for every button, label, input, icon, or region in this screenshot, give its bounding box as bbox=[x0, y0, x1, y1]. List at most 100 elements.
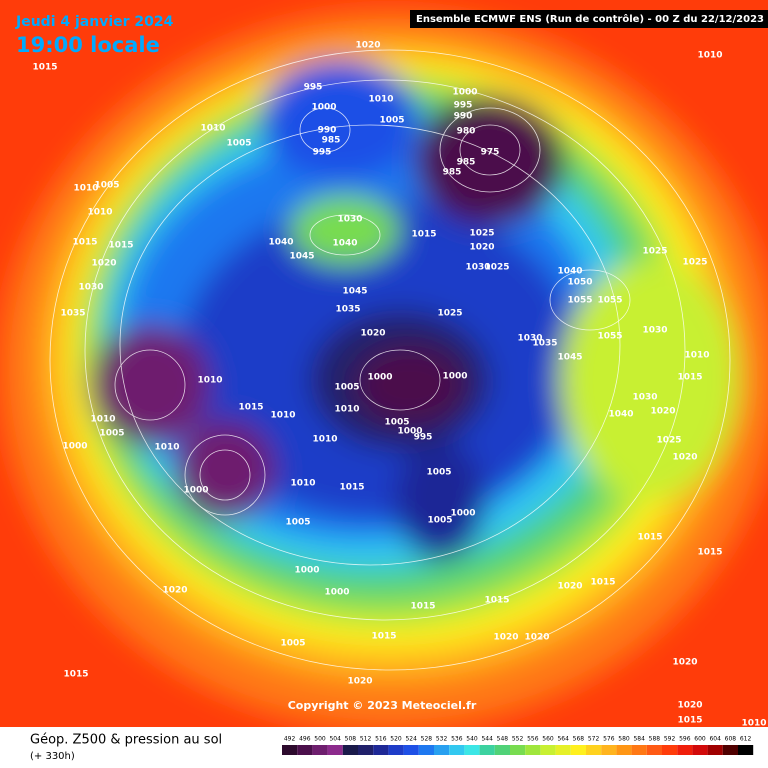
isobar-label: 1000 bbox=[311, 103, 336, 113]
isobar-label: 1000 bbox=[324, 588, 349, 598]
legend-label: 568 bbox=[573, 736, 585, 743]
isobar-label: 985 bbox=[322, 136, 341, 146]
legend-swatch bbox=[479, 745, 495, 755]
legend-label: 612 bbox=[740, 736, 752, 743]
isobar-label: 1020 bbox=[557, 582, 582, 592]
isobar-label: 1000 bbox=[183, 486, 208, 496]
legend-swatch bbox=[494, 745, 510, 755]
isobar-label: 1025 bbox=[642, 247, 667, 257]
isobar-label: 1025 bbox=[682, 258, 707, 268]
isobar-label: 1005 bbox=[427, 516, 452, 526]
legend-label: 596 bbox=[679, 736, 691, 743]
legend-swatch bbox=[646, 745, 662, 755]
isobar-label: 1010 bbox=[270, 411, 295, 421]
isobar-label: 1015 bbox=[697, 548, 722, 558]
legend-label: 560 bbox=[542, 736, 554, 743]
legend-label: 592 bbox=[664, 736, 676, 743]
isobar-label: 1055 bbox=[597, 296, 622, 306]
legend-swatch bbox=[327, 745, 343, 755]
isobar-label: 1030 bbox=[642, 326, 667, 336]
legend-label: 552 bbox=[512, 736, 524, 743]
legend-label: 584 bbox=[633, 736, 645, 743]
isobar-label: 975 bbox=[481, 148, 500, 158]
footer-lead: (+ 330h) bbox=[30, 751, 75, 762]
isobar-label: 1020 bbox=[672, 658, 697, 668]
isobar-label: 1010 bbox=[684, 351, 709, 361]
isobar-label: 1025 bbox=[469, 229, 494, 239]
isobar-label: 1005 bbox=[334, 383, 359, 393]
legend-label: 540 bbox=[466, 736, 478, 743]
legend-swatch bbox=[434, 745, 450, 755]
isobar-label: 1020 bbox=[469, 243, 494, 253]
legend-label: 508 bbox=[345, 736, 357, 743]
isobar-label: 1020 bbox=[360, 329, 385, 339]
legend-swatch bbox=[677, 745, 693, 755]
isobar-label: 1025 bbox=[656, 436, 681, 446]
isobar-label: 1055 bbox=[597, 332, 622, 342]
isobar-label: 1005 bbox=[280, 639, 305, 649]
legend-swatch bbox=[738, 745, 754, 755]
legend-swatch bbox=[342, 745, 358, 755]
isobar-label: 1015 bbox=[63, 670, 88, 680]
isobar-label: 1030 bbox=[517, 334, 542, 344]
legend-swatch bbox=[570, 745, 586, 755]
legend-label: 556 bbox=[527, 736, 539, 743]
isobar-label: 1005 bbox=[285, 518, 310, 528]
isobar-label: 1030 bbox=[337, 215, 362, 225]
legend-swatch bbox=[692, 745, 708, 755]
isobar-label: 1005 bbox=[379, 116, 404, 126]
legend-label: 512 bbox=[360, 736, 372, 743]
time: 19:00 locale bbox=[16, 33, 160, 57]
isobar-label: 1010 bbox=[90, 415, 115, 425]
legend-label: 496 bbox=[299, 736, 311, 743]
isobar-label: 1055 bbox=[567, 296, 592, 306]
legend-swatch bbox=[449, 745, 465, 755]
legend-swatch bbox=[418, 745, 434, 755]
legend-label: 492 bbox=[284, 736, 296, 743]
isobar-label: 1015 bbox=[484, 596, 509, 606]
isobar-label: 1005 bbox=[384, 418, 409, 428]
isobar-label: 1010 bbox=[312, 435, 337, 445]
isobar-label: 1030 bbox=[632, 393, 657, 403]
legend-swatch bbox=[464, 745, 480, 755]
isobar-label: 1020 bbox=[347, 677, 372, 687]
isobar-label: 995 bbox=[454, 101, 473, 111]
legend-label: 532 bbox=[436, 736, 448, 743]
isobar-label: 1020 bbox=[493, 633, 518, 643]
isobar-label: 1010 bbox=[290, 479, 315, 489]
isobar-label: 1000 bbox=[62, 442, 87, 452]
isobar-label: 1020 bbox=[672, 453, 697, 463]
isobar-label: 1005 bbox=[226, 139, 251, 149]
isobar-label: 1020 bbox=[677, 701, 702, 711]
legend-swatch bbox=[358, 745, 374, 755]
isobar-label: 1015 bbox=[637, 533, 662, 543]
legend-swatch bbox=[403, 745, 419, 755]
legend-swatch bbox=[631, 745, 647, 755]
date: Jeudi 4 janvier 2024 bbox=[15, 14, 174, 30]
isobar-label: 1015 bbox=[371, 632, 396, 642]
legend-label: 604 bbox=[709, 736, 721, 743]
isobar-label: 1020 bbox=[355, 41, 380, 51]
isobar-label: 985 bbox=[443, 168, 462, 178]
isobar-label: 1010 bbox=[87, 208, 112, 218]
isobar-label: 1000 bbox=[442, 372, 467, 382]
isobar-label: 1040 bbox=[268, 238, 293, 248]
legend-swatch bbox=[586, 745, 602, 755]
isobar-label: 1000 bbox=[452, 88, 477, 98]
isobar-label: 990 bbox=[454, 112, 473, 122]
isobar-label: 990 bbox=[318, 126, 337, 136]
isobar-label: 1045 bbox=[289, 252, 314, 262]
legend-label: 504 bbox=[329, 736, 341, 743]
isobar-label: 1015 bbox=[590, 578, 615, 588]
isobar-label: 1015 bbox=[677, 373, 702, 383]
run-bar bbox=[410, 10, 768, 28]
isobar-label: 1025 bbox=[437, 309, 462, 319]
background bbox=[0, 0, 768, 730]
isobar-label: 1010 bbox=[197, 376, 222, 386]
legend-label: 608 bbox=[725, 736, 737, 743]
isobar-label: 1035 bbox=[60, 309, 85, 319]
legend-label: 600 bbox=[694, 736, 706, 743]
legend-label: 516 bbox=[375, 736, 387, 743]
